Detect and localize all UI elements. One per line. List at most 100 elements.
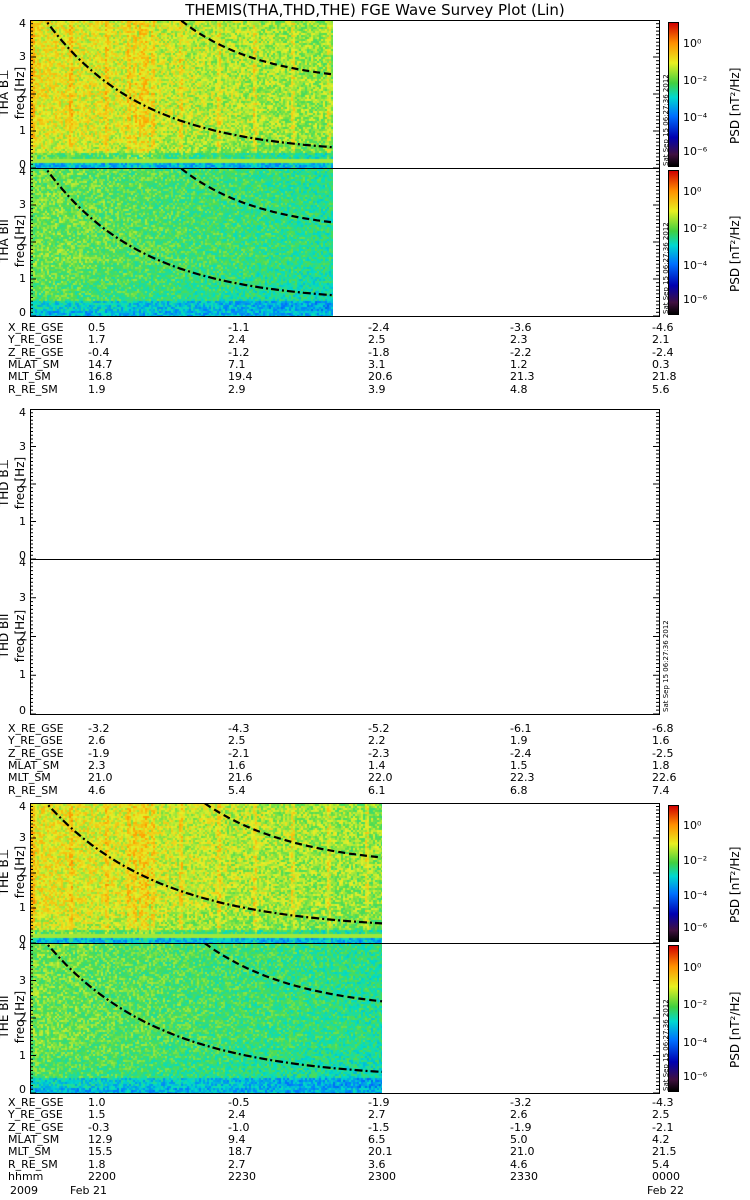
ephem-row-name: MLAT_SM [8,1132,60,1146]
ephem-value: 1.6 [652,734,670,748]
ephem-row-name: X_RE_GSE [8,321,64,334]
curves-overlay [45,944,383,1073]
spectrogram-panel [30,168,660,317]
spectrogram-panel [30,409,660,560]
ephem-value: 21.3 [510,370,535,384]
y-tick-marks [30,803,659,943]
colorbar-tick-label: 10⁻⁶ [683,921,708,934]
curve-dash-dot [45,944,383,1073]
ephem-value: 21.0 [510,1145,535,1159]
ephem-value: 18.7 [228,1145,253,1159]
y-tick-marks [30,168,659,316]
ephem-row-name: R_RE_SM [8,783,58,797]
ephem-value: 4.6 [510,1157,528,1171]
y-tick-label: 2 [19,477,26,490]
y-tick-label: 1 [19,272,26,285]
ephem-value: 22.3 [510,771,535,785]
colorbar-tick-label: 10⁻⁴ [683,111,708,125]
ephem-value: -4.3 [228,722,250,735]
ephem-value: 0000 [652,1169,680,1183]
ephem-value: 21.6 [228,771,253,785]
ephem-value: 1.9 [88,382,106,396]
ephem-row-name: MLAT_SM [8,357,60,371]
ephem-row-name: Z_RE_GSE [8,1120,64,1134]
colorbar-tick-label: 10⁰ [683,818,702,832]
y-tick-label: 4 [19,800,26,813]
ephem-value: -2.4 [652,345,674,359]
timestamp: Sat Sep 15 06:27:36 2012 [662,620,670,712]
ephem-value: -2.4 [510,746,532,760]
y-tick-label: 2 [19,866,26,879]
y-tick-label: 0 [19,306,26,319]
ephem-value: 2.7 [228,1157,246,1171]
page-title: THEMIS(THA,THD,THE) FGE Wave Survey Plot… [185,1,565,19]
ephem-row-name: R_RE_SM [8,1157,58,1171]
y-tick-label: 0 [19,1083,26,1096]
ephem-value: 22.0 [368,771,393,785]
y-axis-label: freq [Hz] [13,609,27,662]
y-axis-label: freq [Hz] [13,845,27,899]
y-axis-label: freq [Hz] [13,456,27,510]
ephem-value: 3.9 [368,382,386,396]
y-tick-label: 0 [19,549,26,562]
ephem-value: 5.4 [652,1157,670,1171]
ephem-value: 1.5 [88,1108,106,1122]
ephem-row-name: X_RE_GSE [8,1096,64,1109]
ephem-value: 2.6 [510,1108,528,1122]
date-label: 2009 [10,1184,38,1197]
ephem-value: 6.5 [368,1132,386,1146]
ephem-value: 4.2 [652,1132,670,1146]
ephem-row-name: Y_RE_GSE [8,1108,63,1122]
spectrogram-panel [30,20,660,169]
ephem-value: 2.2 [368,734,386,748]
y-tick-label: 3 [19,973,26,987]
ephem-value: -4.3 [652,1096,674,1109]
ephem-value: 2.6 [88,734,106,748]
ephem-value: 2.5 [368,333,386,347]
colorbar-tick-label: 10⁰ [683,960,702,974]
ephem-value: 21.0 [88,771,113,785]
ephem-value: -1.2 [228,345,250,359]
ephem-value: -0.4 [88,345,110,359]
ephem-value: -2.5 [652,746,674,760]
colorbar-tick-label: 10⁻⁴ [683,1035,708,1049]
ephem-value: 14.7 [88,357,113,371]
y-tick-label: 4 [19,165,26,178]
colorbar-tick-label: 10⁻² [683,853,708,867]
ephem-value: 1.9 [510,734,528,748]
spectrogram-panel [30,943,660,1094]
ephem-value: 16.8 [88,370,113,384]
ephem-value: 9.4 [228,1132,246,1146]
date-label: Feb 21 [70,1184,107,1197]
ephem-row-name: Y_RE_GSE [8,734,63,748]
ephem-value: -4.6 [652,321,674,334]
y-tick-marks [30,943,659,1093]
ephem-value: 1.7 [88,333,106,347]
y-tick-label: 2 [19,235,26,248]
ephem-row-name: R_RE_SM [8,382,58,396]
y-tick-label: 1 [19,124,26,137]
ephem-row-name: Z_RE_GSE [8,746,64,760]
ephem-value: 1.4 [368,758,386,772]
ephem-value: 7.1 [228,357,246,371]
ephem-value: 2.9 [228,382,246,396]
y-tick-label: 3 [19,50,26,63]
ephem-value: 3.6 [368,1157,386,1171]
y-tick-label: 2 [19,87,26,100]
ephem-value: 3.1 [368,357,386,371]
ephem-value: -6.1 [510,722,532,735]
y-tick-label: 3 [19,439,26,453]
ephem-value: 1.8 [88,1157,106,1171]
ephem-value: 4.6 [88,783,106,797]
y-tick-label: 4 [19,406,26,419]
spectrogram-panel [30,803,660,944]
y-tick-label: 1 [19,1048,26,1062]
ephem-value: 1.2 [510,357,528,371]
y-tick-label: 0 [19,933,26,946]
ephem-row-name: MLAT_SM [8,758,60,772]
curve-dashed [203,944,383,1003]
ephem-value: -1.9 [88,746,110,760]
y-tick-label: 1 [19,901,26,914]
ephem-value: 12.9 [88,1132,113,1146]
y-tick-marks [30,559,659,714]
